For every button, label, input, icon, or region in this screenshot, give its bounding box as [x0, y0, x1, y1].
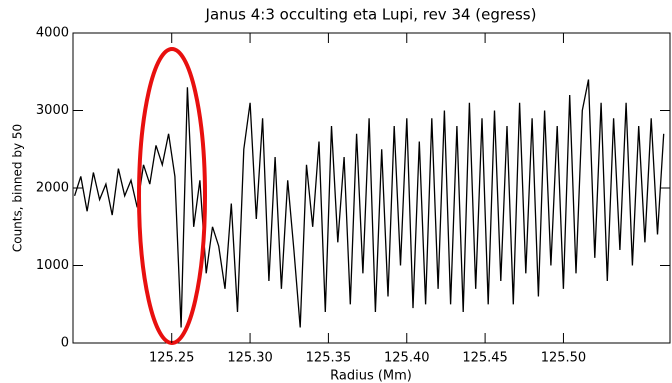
x-tick-label: 125.25 [149, 351, 195, 366]
x-tick-label: 125.40 [384, 351, 430, 366]
y-tick-label: 3000 [36, 103, 69, 118]
highlight-ellipse [137, 47, 207, 345]
x-tick-label: 125.50 [541, 351, 587, 366]
y-axis-label: Counts, binned by 50 [11, 124, 25, 252]
y-tick-label: 1000 [36, 258, 69, 273]
x-tick-label: 125.30 [227, 351, 273, 366]
x-axis-label: Radius (Mm) [330, 369, 412, 383]
y-tick-label: 4000 [36, 26, 69, 41]
chart-title: Janus 4:3 occulting eta Lupi, rev 34 (eg… [205, 6, 537, 24]
x-tick-label: 125.35 [306, 351, 352, 366]
y-tick-label: 2000 [36, 181, 69, 196]
data-line [73, 79, 665, 328]
y-tick-label: 0 [61, 336, 69, 351]
plot-area [73, 79, 665, 328]
x-tick-label: 125.45 [462, 351, 508, 366]
